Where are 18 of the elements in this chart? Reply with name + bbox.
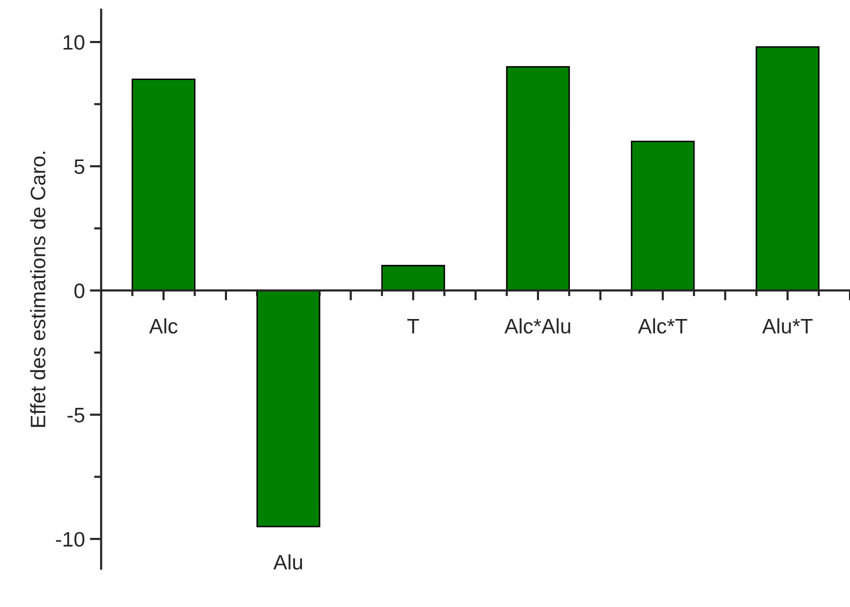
x-tick-label: Alu [273, 554, 302, 570]
bar [630, 140, 695, 292]
bar [132, 78, 196, 292]
y-tick-label: 0 [74, 283, 84, 298]
x-tick-label: Alc [149, 318, 178, 334]
bar [381, 264, 446, 292]
y-axis-title: Effet des estimations de Caro. [30, 152, 46, 427]
y-tick-label: -5 [68, 408, 84, 422]
x-tick-label: Alu*T [762, 318, 813, 334]
x-tick-label: Alc*Alu [504, 318, 570, 334]
y-tick-label: 10 [64, 35, 84, 50]
bar [756, 46, 820, 292]
bar [506, 66, 570, 292]
bar [256, 290, 320, 528]
y-tick-label: -10 [56, 532, 84, 547]
x-tick-label: T [407, 319, 420, 334]
y-tick-label: 5 [74, 159, 84, 174]
x-tick-label: Alc*T [638, 318, 688, 334]
